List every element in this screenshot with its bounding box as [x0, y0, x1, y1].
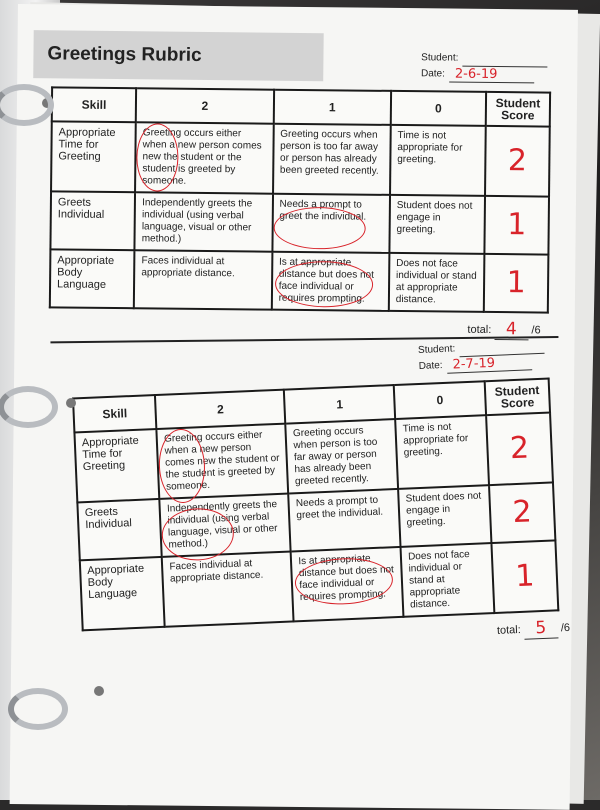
col-skill: Skill — [73, 395, 157, 433]
student-field[interactable] — [462, 51, 548, 68]
col-0: 0 — [393, 381, 487, 420]
col-student-score: Student Score — [485, 91, 551, 127]
col-1: 1 — [273, 89, 391, 125]
total-label: total: — [496, 623, 522, 637]
student-date-block-1: Student: Date: 2-6-19 — [420, 50, 548, 84]
criteria-cell: Time is not appropriate for greeting. — [395, 415, 490, 489]
criteria-cell: Greeting occurs when person is too far a… — [285, 419, 399, 494]
criteria-cell: Does not face individual or stand at app… — [400, 543, 495, 617]
table-row: Appropriate Time for Greeting Greeting o… — [51, 121, 550, 197]
criteria-cell: Greeting occurs either when a new person… — [135, 122, 274, 194]
page-header: Greetings Rubric Student: Date: 2-6-19 — [33, 30, 561, 84]
rubric-section-2: Student: Date: 2-7-19 Skill 2 1 0 Student… — [70, 337, 570, 658]
punch-hole — [94, 686, 104, 696]
skill-cell: Appropriate Body Language — [79, 556, 165, 631]
criteria-cell: Faces individual at appropriate distance… — [162, 551, 294, 627]
score-cell: 2 — [486, 412, 553, 486]
criteria-text: Is at appropriate distance but does not … — [278, 256, 374, 305]
rubric-table-2: Skill 2 1 0 Student Score Appropriate Ti… — [71, 377, 560, 632]
criteria-text: Greeting occurs either when a new person… — [142, 127, 262, 187]
skill-cell: Greets Individual — [77, 498, 163, 561]
criteria-cell: Does not face individual or stand at app… — [388, 252, 485, 312]
criteria-cell: Is at appropriate distance but does not … — [290, 546, 404, 622]
criteria-text: Needs a prompt to greet the individual. — [279, 198, 367, 223]
score-cell: 2 — [489, 482, 556, 544]
criteria-cell: Greeting occurs when person is too far a… — [272, 123, 391, 195]
criteria-cell: Needs a prompt to greet the individual. — [288, 488, 401, 552]
criteria-cell: Faces individual at appropriate distance… — [133, 250, 273, 310]
skill-cell: Greets Individual — [50, 191, 136, 251]
title-banner: Greetings Rubric — [33, 30, 324, 82]
date-label: Date: — [420, 68, 445, 80]
total-max: /6 — [531, 324, 541, 337]
col-0: 0 — [390, 90, 487, 126]
date-label: Date: — [418, 359, 443, 372]
col-skill: Skill — [51, 87, 137, 123]
date-field[interactable]: 2-6-19 — [448, 66, 534, 84]
criteria-cell: Is at appropriate distance but does not … — [271, 251, 390, 311]
rubric-table-1: Skill 2 1 0 Student Score Appropriate Ti… — [48, 86, 552, 314]
date-value: 2-7-19 — [452, 355, 496, 373]
criteria-text: Independently greets the individual (usi… — [166, 499, 278, 551]
col-student-score: Student Score — [484, 378, 551, 416]
criteria-text: Is at appropriate distance but does not … — [298, 553, 395, 604]
col-1: 1 — [284, 385, 396, 424]
criteria-cell: Needs a prompt to greet the individual. — [272, 193, 390, 253]
date-value: 2-6-19 — [454, 66, 498, 83]
criteria-cell: Independently greets the individual (usi… — [159, 493, 291, 562]
date-field[interactable]: 2-7-19 — [446, 355, 532, 374]
binder-ring — [0, 386, 58, 428]
binder-ring — [0, 84, 54, 126]
skill-cell: Appropriate Body Language — [49, 249, 135, 309]
criteria-cell: Student does not engage in greeting. — [398, 485, 492, 547]
total-field[interactable]: 5 — [523, 617, 559, 640]
page-title: Greetings Rubric — [47, 43, 202, 66]
total-max: /6 — [560, 621, 571, 635]
criteria-cell: Time is not appropriate for greeting. — [389, 124, 486, 196]
total-label: total: — [467, 323, 492, 336]
skill-cell: Appropriate Time for Greeting — [51, 121, 136, 193]
student-label: Student: — [417, 343, 456, 356]
table-row: Greets Individual Independently greets t… — [50, 191, 550, 255]
student-label: Student: — [421, 52, 459, 64]
col-2: 2 — [135, 88, 274, 124]
total-value: 5 — [534, 617, 547, 639]
col-2: 2 — [155, 389, 286, 430]
binder-ring — [8, 688, 68, 730]
skill-cell: Appropriate Time for Greeting — [74, 429, 160, 503]
criteria-cell: Independently greets the individual (usi… — [134, 192, 273, 252]
score-cell: 2 — [485, 125, 550, 197]
criteria-cell: Greeting occurs either when a new person… — [156, 423, 289, 504]
score-cell: 1 — [483, 253, 549, 313]
table-row: Appropriate Body Language Faces individu… — [49, 249, 549, 313]
criteria-cell: Student does not engage in greeting. — [389, 194, 486, 254]
total-2: total: 5 /6 — [496, 617, 570, 641]
score-cell: 1 — [491, 540, 559, 614]
score-cell: 1 — [484, 195, 550, 255]
punch-hole — [66, 398, 76, 408]
criteria-text: Greeting occurs either when a new person… — [163, 429, 280, 493]
student-date-block-2: Student: Date: 2-7-19 — [418, 338, 545, 375]
